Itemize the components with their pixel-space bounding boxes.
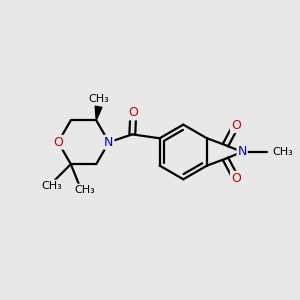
Text: O: O xyxy=(231,172,241,185)
Text: CH₃: CH₃ xyxy=(74,184,95,194)
Text: N: N xyxy=(237,146,247,158)
Polygon shape xyxy=(95,106,102,120)
Text: CH₃: CH₃ xyxy=(41,181,62,190)
Text: CH₃: CH₃ xyxy=(88,94,109,104)
Text: O: O xyxy=(128,106,138,119)
Text: CH₃: CH₃ xyxy=(272,147,293,157)
Text: N: N xyxy=(104,136,114,149)
Text: O: O xyxy=(53,136,63,149)
Text: O: O xyxy=(231,119,241,132)
